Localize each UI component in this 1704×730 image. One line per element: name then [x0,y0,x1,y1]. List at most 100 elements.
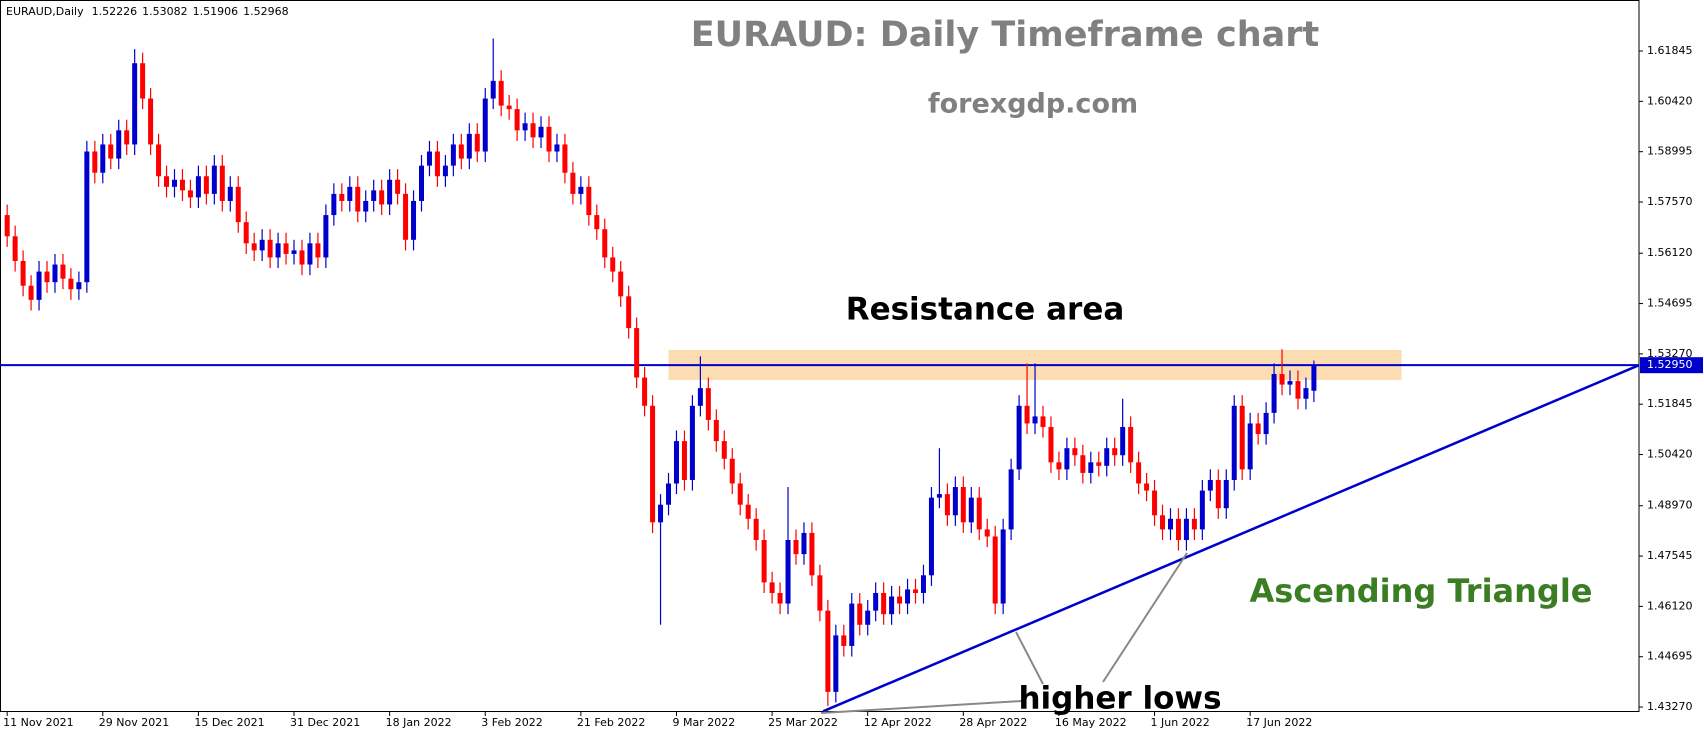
candle-body [1167,518,1173,530]
candle-body [650,405,656,523]
candle-body [426,151,432,166]
x-tick-label: 16 May 2022 [1055,716,1127,729]
candle-body [219,165,225,201]
candle-body [211,165,217,194]
y-tick-label: 1.61845 [1647,44,1693,57]
candle-body [140,63,146,99]
candle-body [291,250,297,254]
candle-body [403,193,409,240]
candle-body [817,575,823,611]
candle-body [36,271,42,300]
candle-body [1080,455,1086,473]
y-tick-label: 1.46120 [1647,599,1693,612]
candle-body [355,186,361,212]
x-tick-label: 11 Nov 2021 [3,716,73,729]
candle-body [44,271,50,283]
candle-body [944,494,950,516]
candle-body [530,123,536,138]
candle-body [171,179,177,187]
candle-body [227,186,233,201]
candle-body [132,63,138,145]
candle-body [395,179,401,194]
candle-body [1136,462,1142,484]
candle-layer [4,38,1317,706]
x-tick-label: 1 Jun 2022 [1151,716,1210,729]
trendline [822,364,1640,713]
candle-body [825,610,831,692]
candle-body [1255,423,1261,435]
candle-body [920,575,926,593]
candle-body [594,215,600,230]
candle-body [1000,529,1006,604]
candle-body [156,144,162,177]
y-tick-label: 1.50420 [1647,448,1693,461]
y-tick-label: 1.43270 [1647,700,1693,713]
candle-body [1032,416,1038,424]
candle-body [92,151,98,173]
candle-body [315,243,321,258]
candle-body [434,151,440,177]
y-tick-label: 1.60420 [1647,94,1693,107]
pattern-label: Ascending Triangle [1250,572,1593,610]
candle-body [578,186,584,194]
candle-body [673,441,679,484]
candle-body [984,529,990,537]
candle-body [466,133,472,159]
candle-body [745,504,751,519]
candle-body [1088,462,1094,473]
candle-body [913,589,919,593]
candle-body [833,635,839,692]
candle-body [721,441,727,459]
candle-body [1223,479,1229,509]
candle-body [1128,426,1134,463]
candle-body [936,494,942,498]
candle-body [976,497,982,530]
candle-body [458,144,464,159]
candle-body [928,497,934,576]
candle-body [960,487,966,523]
candle-body [586,186,592,216]
symbol: EURAUD,Daily [6,5,84,18]
chart-title: EURAUD: Daily Timeframe chart [691,15,1319,55]
candle-body [307,243,313,265]
header: EURAUD,Daily 1.52226 1.53082 1.51906 1.52968 [6,5,289,18]
candle-body [339,193,345,201]
candle-body [275,243,281,258]
axis-layer: 1.61845 1.60420 1.58995 1.57570 1.56120 1.546… [3,44,1703,729]
y-tick-label: 1.57570 [1647,195,1693,208]
candle-body [347,186,353,201]
candle-body [1271,374,1277,413]
candle-body [881,592,887,615]
x-tick-label: 3 Feb 2022 [481,716,542,729]
candle-body [602,229,608,258]
x-tick-label: 28 Apr 2022 [959,716,1027,729]
close-value: 1.52968 [243,5,289,18]
candle-body [1056,462,1062,470]
candle-body [968,497,974,523]
candle-body [865,610,871,625]
x-tick-label: 15 Dec 2021 [194,716,264,729]
candle-body [68,278,74,290]
candle-body [666,483,672,505]
candle-body [801,532,807,555]
candle-body [108,144,114,159]
candle-body [84,151,90,283]
candle-body [187,190,193,198]
candle-body [267,239,273,258]
candle-body [809,532,815,576]
candle-body [251,243,257,251]
candle-body [849,603,855,646]
candle-body [371,190,377,201]
candle-body [793,540,799,555]
candle-body [1008,469,1014,530]
x-tick-label: 9 Mar 2022 [672,716,735,729]
candle-body [419,165,425,201]
x-tick-label: 18 Jan 2022 [386,716,452,729]
candle-body [642,377,648,406]
high-value: 1.53082 [142,5,188,18]
candle-body [1072,448,1078,456]
chart-subtitle: forexgdp.com [928,89,1138,120]
candle-body [562,144,568,173]
candle-body [323,215,329,258]
candle-body [713,419,719,442]
